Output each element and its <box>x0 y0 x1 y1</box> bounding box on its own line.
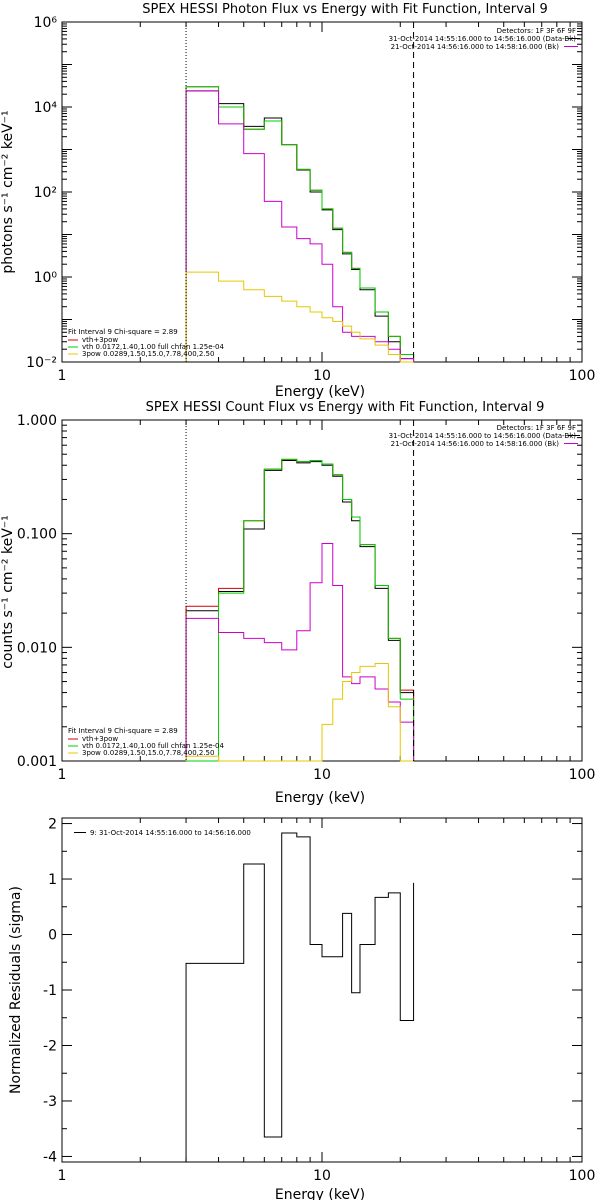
y-tick-label: 1 <box>48 872 57 888</box>
residuals-legend: 9: 31-Oct-2014 14:55:16.000 to 14:56:16.… <box>90 829 251 837</box>
y-tick-label: 10⁻² <box>26 355 57 371</box>
x-tick-label: 10 <box>313 767 331 783</box>
data-series <box>185 460 415 761</box>
count-flux-header-line-3: 21-Oct-2014 14:56:16.000 to 14:58:16.000… <box>391 440 560 448</box>
y-tick-label: 1.000 <box>17 413 57 429</box>
residuals-plot-frame <box>61 817 583 1163</box>
x-tick-label: 10 <box>313 368 331 384</box>
photon-flux-header: Detectors: 1F 3F 6F 9F 31-Oct-2014 14:55… <box>389 27 580 51</box>
photon-flux-y-label: photons s⁻¹ cm⁻² keV⁻¹ <box>0 110 16 273</box>
residuals-panel: -4 -3 -2 -1 0 1 2 1 10 100 Energy (keV) Normaliz… <box>8 817 595 1200</box>
y-tick-label: 10⁴ <box>34 100 58 116</box>
data-series <box>185 90 415 362</box>
photon-flux-header-line-3: 21-Oct-2014 14:56:16.000 to 14:58:16.000… <box>391 43 560 51</box>
photon-flux-legend-total: vth+3pow <box>82 336 118 344</box>
count-flux-x-label: Energy (keV) <box>275 790 365 806</box>
count-flux-title: SPEX HESSI Count Flux vs Energy with Fit… <box>146 400 545 415</box>
total-fit-series <box>185 86 415 362</box>
x-tick-label: 10 <box>313 1168 331 1184</box>
photon-flux-title: SPEX HESSI Photon Flux vs Energy with Fi… <box>142 2 548 17</box>
background-series <box>185 542 415 761</box>
vth-series <box>186 458 415 762</box>
y-tick-label: -3 <box>43 1094 57 1110</box>
count-flux-legend-vth: vth 0.0172,1.40,1.00 full chfan 1.25e-04 <box>82 742 224 750</box>
background-series <box>185 90 415 362</box>
photon-flux-panel: SPEX HESSI Photon Flux vs Energy with Fi… <box>0 2 595 400</box>
count-flux-legend-total: vth+3pow <box>82 735 118 743</box>
count-flux-y-label: counts s⁻¹ cm⁻² keV⁻¹ <box>0 515 16 669</box>
photon-flux-header-line-2: 31-Oct-2014 14:55:16.000 to 14:56:16.000… <box>389 35 577 43</box>
count-flux-header-line-2: 31-Oct-2014 14:55:16.000 to 14:56:16.000… <box>389 432 577 440</box>
photon-flux-legend-fit-interval: Fit Interval 9 Chi-square = 2.89 <box>68 328 178 336</box>
x-tick-label: 1 <box>58 368 67 384</box>
photon-flux-x-label: Energy (keV) <box>275 384 365 400</box>
photon-flux-legend-3pow: 3pow 0.0289,1.50,15.0,7.78,400,2.50 <box>82 350 214 358</box>
y-tick-label: 0 <box>48 928 57 944</box>
y-tick-label: -4 <box>43 1149 57 1165</box>
residuals-x-label: Energy (keV) <box>275 1187 365 1200</box>
count-flux-header: Detectors: 1F 3F 6F 9F 31-Oct-2014 14:55… <box>389 424 580 448</box>
vth-series <box>185 86 415 362</box>
count-flux-legend-3pow: 3pow 0.0289,1.50,15.0,7.78,400,2.50 <box>82 749 214 757</box>
y-tick-label: -1 <box>43 983 57 999</box>
count-flux-fit-legend: Fit Interval 9 Chi-square = 2.89 vth+3po… <box>68 727 224 757</box>
x-tick-label: 1 <box>58 767 67 783</box>
powerlaw-series <box>185 271 414 363</box>
count-flux-header-line-1: Detectors: 1F 3F 6F 9F <box>497 424 576 432</box>
photon-flux-header-line-1: Detectors: 1F 3F 6F 9F <box>497 27 576 35</box>
y-tick-label: 10⁶ <box>34 15 58 31</box>
y-tick-label: 2 <box>48 817 57 833</box>
count-flux-legend-fit-interval: Fit Interval 9 Chi-square = 2.89 <box>68 727 178 735</box>
count-flux-panel: SPEX HESSI Count Flux vs Energy with Fit… <box>0 400 595 806</box>
y-tick-label: -2 <box>43 1038 57 1054</box>
residuals-y-label: Normalized Residuals (sigma) <box>8 886 24 1094</box>
y-tick-label: 0.001 <box>17 754 57 770</box>
y-tick-label: 10² <box>34 185 57 201</box>
photon-flux-legend-vth: vth 0.0172,1.40,1.00 full chfan 1.25e-04 <box>82 343 224 351</box>
y-tick-label: 0.010 <box>17 640 57 656</box>
residual-series <box>185 832 415 1162</box>
total-fit-series <box>185 458 415 761</box>
x-tick-label: 1 <box>58 1168 67 1184</box>
x-tick-label: 100 <box>569 767 596 783</box>
x-tick-label: 100 <box>569 368 596 384</box>
x-tick-label: 100 <box>569 1168 596 1184</box>
y-tick-label: 10⁰ <box>34 270 58 286</box>
photon-flux-fit-legend: Fit Interval 9 Chi-square = 2.89 vth+3po… <box>68 328 224 358</box>
powerlaw-series <box>185 663 414 762</box>
count-flux-plot-frame <box>61 419 583 762</box>
y-tick-label: 0.100 <box>17 527 57 543</box>
